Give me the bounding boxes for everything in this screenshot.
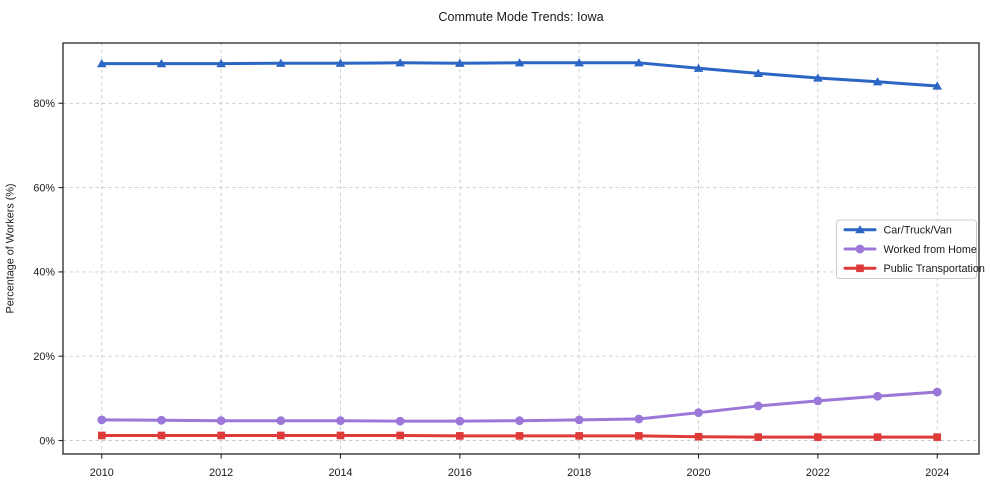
x-tick-label: 2018: [567, 467, 591, 479]
legend-box: [836, 219, 977, 279]
marker-public-transportation: [277, 431, 285, 440]
marker-car-truck-van: [932, 81, 943, 90]
axis-tick-labels: 2010 2012 2014 2016 2018 2020 2022 2024 0% 20% 40%…: [33, 98, 949, 479]
marker-worked-from-home: [753, 401, 763, 411]
x-tick-label: 2012: [209, 467, 233, 479]
marker-car-truck-van: [216, 59, 226, 68]
marker-car-truck-van: [395, 58, 405, 67]
marker-worked-from-home: [694, 408, 703, 418]
series-worked-from-home: [97, 387, 942, 426]
marker-car-truck-van: [634, 58, 644, 67]
x-tick-label: 2010: [90, 467, 114, 479]
marker-car-truck-van: [574, 58, 584, 67]
marker-car-truck-van: [693, 63, 704, 72]
marker-public-transportation: [217, 431, 225, 440]
x-tick-label: 2022: [806, 467, 830, 479]
marker-car-truck-van: [335, 58, 346, 67]
marker-public-transportation: [873, 433, 882, 441]
y-tick-label: 20%: [33, 351, 55, 363]
marker-public-transportation: [694, 432, 703, 441]
legend-marker-public-transportation: [856, 264, 864, 273]
marker-public-transportation: [97, 431, 106, 440]
marker-worked-from-home: [216, 416, 226, 426]
marker-worked-from-home: [813, 396, 823, 406]
y-tick-label: 80%: [33, 98, 55, 110]
legend-marker-worked-from-home: [855, 244, 865, 254]
plot-border: [62, 42, 980, 455]
marker-public-transportation: [754, 433, 763, 441]
gridlines: [63, 43, 979, 454]
legend: Car/Truck/Van Worked from Home Public Tran…: [836, 219, 985, 279]
y-tick-label: 60%: [33, 182, 55, 194]
marker-car-truck-van: [96, 59, 107, 68]
y-tick-label: 40%: [33, 267, 55, 279]
marker-car-truck-van: [276, 58, 286, 67]
marker-worked-from-home: [515, 416, 524, 426]
legend-entry-worked-from-home: Worked from Home: [843, 244, 977, 256]
marker-worked-from-home: [276, 416, 286, 426]
x-tick-label: 2020: [687, 467, 711, 479]
marker-worked-from-home: [873, 391, 882, 401]
marker-car-truck-van: [156, 59, 167, 68]
chart-title: Commute Mode Trends: Iowa: [438, 10, 603, 24]
axis-ticks: [58, 102, 938, 459]
marker-public-transportation: [635, 432, 643, 440]
marker-car-truck-van: [753, 68, 764, 77]
marker-worked-from-home: [574, 415, 584, 425]
marker-car-truck-van: [872, 77, 883, 86]
legend-marker-car-truck-van: [855, 225, 865, 234]
marker-worked-from-home: [634, 414, 644, 424]
legend-entry-public-transportation: Public Transportation: [843, 263, 985, 275]
legend-label: Worked from Home: [884, 244, 977, 256]
marker-public-transportation: [814, 433, 822, 441]
marker-car-truck-van: [514, 58, 525, 67]
marker-public-transportation: [933, 433, 942, 441]
marker-public-transportation: [575, 432, 583, 440]
legend-label: Car/Truck/Van: [884, 225, 952, 237]
marker-worked-from-home: [157, 415, 166, 425]
y-axis-label: Percentage of Workers (%): [5, 183, 17, 313]
marker-worked-from-home: [336, 416, 345, 426]
legend-label: Public Transportation: [884, 263, 985, 275]
marker-worked-from-home: [97, 415, 107, 425]
marker-car-truck-van: [813, 73, 823, 82]
x-tick-label: 2024: [925, 467, 949, 479]
marker-public-transportation: [456, 432, 464, 440]
marker-public-transportation: [515, 432, 524, 440]
legend-entry-car-truck-van: Car/Truck/Van: [843, 225, 952, 237]
marker-car-truck-van: [455, 58, 465, 67]
marker-public-transportation: [157, 431, 166, 440]
x-tick-label: 2016: [448, 467, 472, 479]
marker-worked-from-home: [932, 387, 942, 397]
marker-public-transportation: [336, 431, 345, 440]
marker-worked-from-home: [395, 416, 405, 426]
marker-worked-from-home: [455, 416, 465, 426]
marker-public-transportation: [396, 431, 404, 440]
y-tick-label: 0%: [39, 435, 55, 447]
series-public-transportation: [97, 431, 942, 441]
x-tick-label: 2014: [328, 467, 352, 479]
series-car-truck-van: [96, 58, 943, 90]
